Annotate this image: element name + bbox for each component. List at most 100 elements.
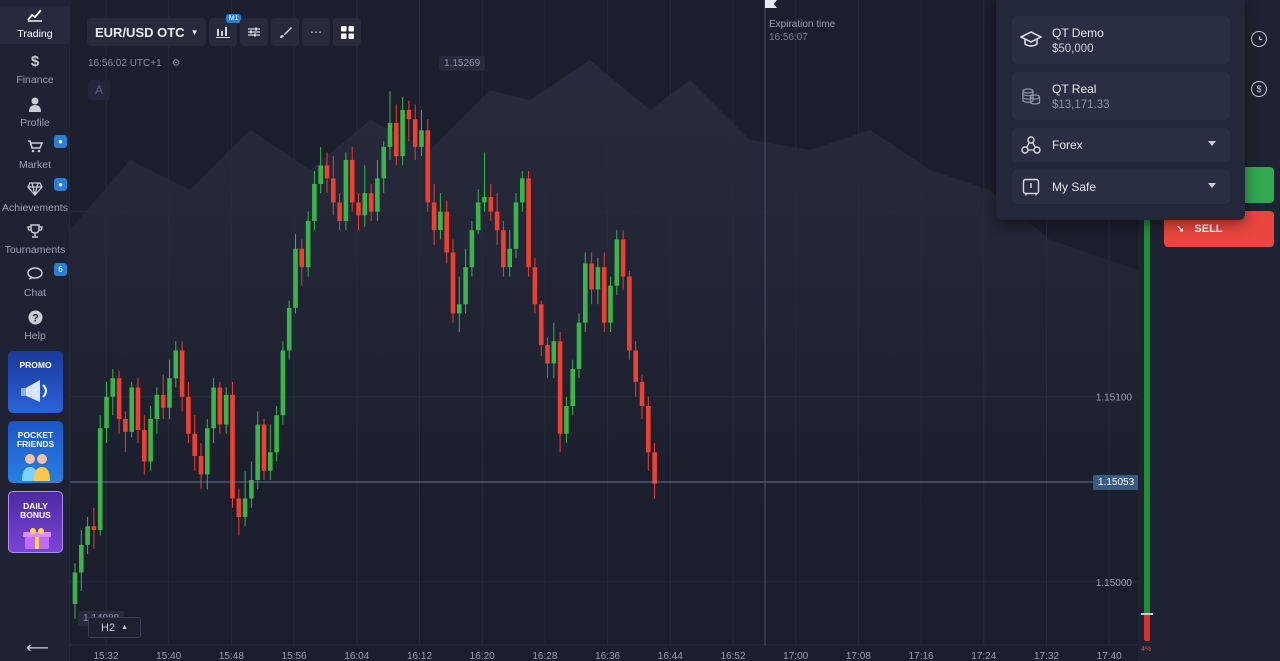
chat-icon [26, 265, 44, 283]
candle-body [520, 178, 525, 203]
asset-selector[interactable]: EUR/USD OTC ▼ [87, 18, 207, 46]
candle-body [242, 498, 248, 518]
account-real[interactable]: QT Real $13,171.33 [1012, 72, 1230, 120]
candle-body [318, 165, 323, 184]
candle-body [236, 498, 242, 518]
candle-body [249, 480, 254, 499]
safe-select[interactable]: My Safe [1012, 170, 1230, 204]
sentiment-marker [1141, 613, 1153, 615]
timeframe-value: H2 [101, 621, 116, 634]
candle-body [494, 211, 500, 231]
candle-body [394, 122, 399, 157]
logout-arrow-icon[interactable]: ⟵ [26, 640, 49, 657]
current-price-tag: 1.15053 [1093, 475, 1140, 490]
candle-body [475, 202, 481, 231]
candle-body [205, 428, 210, 475]
candle-body [211, 387, 216, 429]
drawing-label-button[interactable]: A [88, 80, 110, 100]
candle-body [620, 239, 626, 277]
promo-label: POCKET FRIENDS [16, 430, 55, 449]
sidebar-item-market[interactable]: Market ● [0, 135, 70, 177]
chevron-up-icon: ▲ [121, 624, 128, 631]
candle-body [116, 378, 122, 419]
timeframe-selector[interactable]: H2 ▲ [88, 617, 141, 638]
gear-icon[interactable]: ⚙ [171, 58, 181, 69]
candle-body [179, 350, 185, 397]
sidebar-item-label: Tournaments [4, 244, 66, 256]
chevron-down-icon: ▼ [190, 27, 199, 37]
sidebar-item-help[interactable]: ? Help [0, 308, 70, 348]
candle-body [570, 368, 575, 406]
brush-icon [279, 26, 292, 38]
sidebar-item-achievements[interactable]: Achievements ● [0, 178, 70, 220]
chevron-down-icon [1208, 183, 1216, 188]
x-tick-label: 17:08 [846, 651, 871, 661]
x-tick-label: 17:00 [783, 651, 808, 661]
candle-body [104, 396, 109, 429]
market-select[interactable]: Forex [1012, 128, 1230, 162]
candle-body [299, 248, 305, 268]
candle-body [148, 418, 153, 462]
x-tick-label: 17:32 [1034, 651, 1059, 661]
sidebar-item-finance[interactable]: $ Finance [0, 52, 70, 92]
promo-card[interactable]: PROMO [8, 351, 63, 413]
sentiment-up-bar [1144, 205, 1150, 641]
candle-body [255, 424, 260, 481]
candle-body [97, 428, 103, 530]
trophy-icon [26, 222, 44, 240]
candle-body [412, 119, 418, 147]
candle-body [375, 178, 380, 212]
candle-body [160, 394, 166, 408]
x-tick-label: 17:24 [971, 651, 996, 661]
svg-text:?: ? [32, 312, 39, 324]
price-chart[interactable]: 15:32 15:40 15:48 15:56 16:04 16:12 16:20 16:28… [70, 0, 1138, 661]
candle-body [463, 267, 468, 305]
candle-body [135, 387, 141, 431]
dollar-circle-icon[interactable]: $ [1251, 81, 1267, 97]
candle-body [274, 415, 279, 453]
candle-body [261, 424, 267, 471]
more-button[interactable]: ⋯ [302, 18, 331, 46]
candle-body [198, 455, 204, 475]
candle-body [305, 220, 311, 268]
candle-body [356, 202, 361, 216]
candle-body [589, 263, 594, 290]
x-tick-label: 15:40 [156, 651, 181, 661]
drawing-tools-button[interactable] [271, 18, 300, 46]
candle-body [545, 344, 550, 364]
x-tick-label: 15:32 [93, 651, 118, 661]
sentiment-down-bar [1144, 614, 1150, 641]
megaphone-icon [21, 380, 47, 402]
sidebar-item-chat[interactable]: Chat 6 [0, 263, 70, 305]
candle-body [230, 394, 235, 499]
daily-bonus-card[interactable]: DAILY BONUS [8, 491, 63, 553]
clock-icon[interactable] [1251, 31, 1267, 47]
chat-badge: 6 [54, 263, 67, 276]
grid-lines [70, 0, 1138, 646]
sidebar-item-trading[interactable]: Trading [0, 6, 70, 44]
graduation-cap-icon [1020, 29, 1042, 51]
chart-area[interactable]: 15:32 15:40 15:48 15:56 16:04 16:12 16:20 16:28… [70, 0, 1138, 661]
bar-chart-icon [216, 27, 231, 38]
candle-body [349, 159, 355, 203]
sliders-icon [248, 27, 261, 37]
layout-button[interactable] [333, 18, 362, 46]
candle-body [425, 130, 431, 203]
safe-select-label: My Safe [1052, 180, 1097, 194]
account-demo[interactable]: QT Demo $50,000 [1012, 16, 1230, 64]
candle-body [406, 109, 412, 120]
candle-body [129, 387, 134, 432]
sidebar-item-tournaments[interactable]: Tournaments [0, 222, 70, 262]
candle-body [368, 193, 374, 212]
indicators-button[interactable] [240, 18, 269, 46]
sidebar: Trading $ Finance Profile Market ● Achie… [0, 0, 70, 661]
network-icon [1020, 134, 1042, 156]
candle-body [167, 378, 172, 408]
chart-type-button[interactable]: M1 [209, 14, 242, 46]
candle-body [110, 378, 116, 397]
pocket-friends-card[interactable]: POCKET FRIENDS [8, 421, 63, 483]
sidebar-item-profile[interactable]: Profile [0, 95, 70, 135]
candle-body [431, 202, 437, 231]
x-tick-label: 16:44 [658, 651, 683, 661]
x-axis: 15:32 15:40 15:48 15:56 16:04 16:12 16:20 16:28… [93, 651, 1122, 661]
